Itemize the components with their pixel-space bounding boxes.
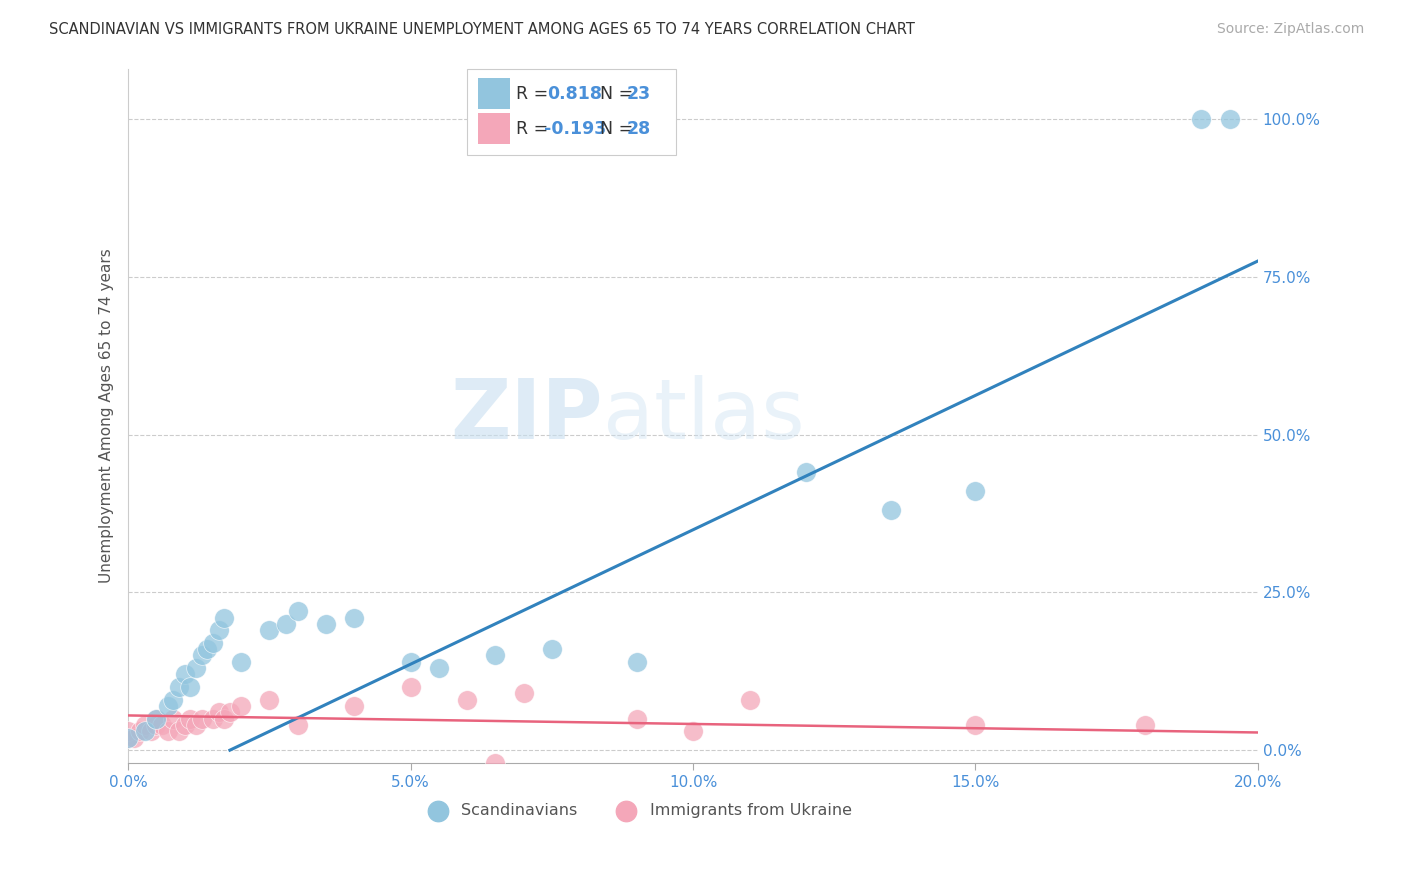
Text: 28: 28 [627, 120, 651, 138]
Point [287, 604, 309, 618]
Point [287, 718, 309, 732]
Point [343, 698, 366, 713]
Point [184, 661, 207, 675]
Point [965, 718, 987, 732]
Point [343, 610, 366, 624]
Point [399, 655, 422, 669]
Point [156, 698, 179, 713]
Text: atlas: atlas [603, 376, 804, 456]
Point [150, 718, 173, 732]
Point [626, 655, 648, 669]
Point [162, 712, 184, 726]
Point [399, 680, 422, 694]
Y-axis label: Unemployment Among Ages 65 to 74 years: Unemployment Among Ages 65 to 74 years [100, 248, 114, 583]
Point [117, 724, 139, 739]
Point [145, 712, 167, 726]
Point [167, 680, 190, 694]
Point [794, 466, 817, 480]
Point [201, 636, 224, 650]
Point [214, 610, 236, 624]
Point [484, 756, 506, 770]
Text: SCANDINAVIAN VS IMMIGRANTS FROM UKRAINE UNEMPLOYMENT AMONG AGES 65 TO 74 YEARS C: SCANDINAVIAN VS IMMIGRANTS FROM UKRAINE … [49, 22, 915, 37]
Legend: Scandinavians, Immigrants from Ukraine: Scandinavians, Immigrants from Ukraine [415, 797, 858, 824]
FancyBboxPatch shape [478, 78, 510, 109]
Point [626, 712, 648, 726]
Point [195, 642, 218, 657]
Point [259, 692, 281, 706]
Point [1219, 112, 1241, 126]
Point [128, 724, 150, 739]
Point [162, 692, 184, 706]
Text: 0.818: 0.818 [547, 86, 602, 103]
FancyBboxPatch shape [478, 113, 510, 144]
Point [1189, 112, 1212, 126]
Point [134, 724, 156, 739]
Point [231, 655, 253, 669]
Point [190, 712, 212, 726]
Point [145, 718, 167, 732]
Point [276, 616, 298, 631]
Point [184, 718, 207, 732]
Point [145, 712, 167, 726]
Point [427, 661, 450, 675]
Point [315, 616, 337, 631]
Text: R =: R = [516, 120, 554, 138]
FancyBboxPatch shape [467, 69, 676, 155]
Point [682, 724, 704, 739]
Point [207, 624, 229, 638]
Point [512, 686, 534, 700]
Point [965, 484, 987, 499]
Point [156, 724, 179, 739]
Point [117, 731, 139, 745]
Point [201, 712, 224, 726]
Point [179, 712, 201, 726]
Text: N =: N = [589, 120, 638, 138]
Point [219, 706, 242, 720]
Point [134, 718, 156, 732]
Text: ZIP: ZIP [450, 376, 603, 456]
Point [540, 642, 562, 657]
Point [738, 692, 761, 706]
Point [231, 698, 253, 713]
Point [1133, 718, 1156, 732]
Text: Source: ZipAtlas.com: Source: ZipAtlas.com [1216, 22, 1364, 37]
Point [207, 706, 229, 720]
Point [122, 731, 145, 745]
Point [214, 712, 236, 726]
Point [173, 718, 195, 732]
Point [179, 680, 201, 694]
Point [190, 648, 212, 663]
Point [117, 731, 139, 745]
Point [173, 667, 195, 681]
Point [484, 648, 506, 663]
Point [139, 724, 162, 739]
Point [167, 724, 190, 739]
Point [259, 624, 281, 638]
Point [880, 503, 903, 517]
Text: N =: N = [589, 86, 638, 103]
Text: -0.193: -0.193 [544, 120, 606, 138]
Text: 23: 23 [627, 86, 651, 103]
Point [456, 692, 478, 706]
Text: R =: R = [516, 86, 554, 103]
